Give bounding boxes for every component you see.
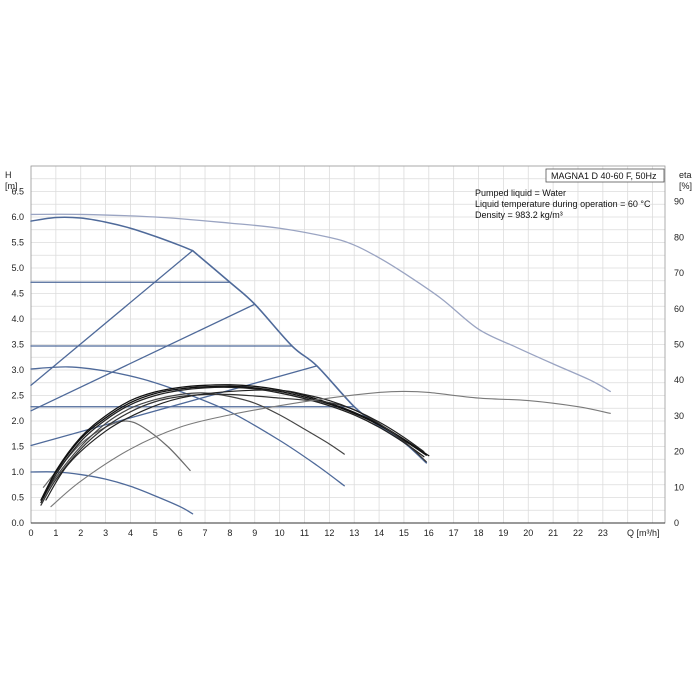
x-tick-label: 9 xyxy=(252,528,257,538)
x-tick-label: 17 xyxy=(449,528,459,538)
y2-tick-label: 20 xyxy=(674,447,684,457)
y2-tick-label: 10 xyxy=(674,482,684,492)
curve-head-single-2 xyxy=(30,366,345,487)
curve-eta-13 xyxy=(40,386,425,504)
y-tick-label: 2.5 xyxy=(11,391,24,401)
x-tick-label: 3 xyxy=(103,528,108,538)
y2-tick-label: 60 xyxy=(674,304,684,314)
curve-eta-11 xyxy=(42,420,191,488)
x-tick-label: 16 xyxy=(424,528,434,538)
x-tick-label: 6 xyxy=(178,528,183,538)
y-tick-label: 6.0 xyxy=(11,212,24,222)
x-tick-label: 10 xyxy=(275,528,285,538)
x-tick-label: 0 xyxy=(28,528,33,538)
x-tick-label: 18 xyxy=(474,528,484,538)
y-tick-label: 5.0 xyxy=(11,263,24,273)
curve-head-single-1 xyxy=(30,216,194,252)
grid xyxy=(30,165,666,524)
y-tick-label: 4.5 xyxy=(11,289,24,299)
x-tick-label: 22 xyxy=(573,528,583,538)
curve-prop-pressure-5 xyxy=(30,250,194,386)
y2-tick-label: 70 xyxy=(674,268,684,278)
y-tick-label: 5.5 xyxy=(11,238,24,248)
y-axis-unit: [m] xyxy=(5,181,18,191)
y-axis-label: H xyxy=(5,170,12,180)
curve-eta-14 xyxy=(40,385,427,501)
curve-eta-12 xyxy=(42,392,345,499)
curve-eta-15 xyxy=(42,384,430,499)
curve-eta-17 xyxy=(45,389,425,501)
curve-prop-pressure-7 xyxy=(30,365,318,447)
curve-eta-16 xyxy=(40,393,427,506)
x-tick-label: 19 xyxy=(498,528,508,538)
curve-eta-twin-18 xyxy=(50,390,611,508)
x-tick-label: 11 xyxy=(300,528,309,538)
chart-title: MAGNA1 D 40-60 F, 50Hz xyxy=(551,171,657,181)
x-tick-label: 5 xyxy=(153,528,158,538)
x-tick-label: 13 xyxy=(349,528,359,538)
curve-head-twin-0 xyxy=(30,213,611,393)
y-tick-label: 3.5 xyxy=(11,340,24,350)
title-box xyxy=(545,168,665,183)
x-tick-label: 1 xyxy=(53,528,58,538)
y-tick-label: 1.5 xyxy=(11,442,24,452)
x-tick-label: 2 xyxy=(78,528,83,538)
tick-labels: 0 1 2 3 4 5 6 7 8 9 10 11 12 13 14 15 16 17 18 19 20 21 22 230.… xyxy=(11,187,684,539)
y-tick-label: 4.0 xyxy=(11,314,24,324)
y2-axis-unit: [%] xyxy=(679,181,692,191)
y2-tick-label: 40 xyxy=(674,375,684,385)
y-tick-label: 1.0 xyxy=(11,467,24,477)
curve-layer xyxy=(30,213,611,515)
x-tick-label: 7 xyxy=(203,528,208,538)
x-tick-label: 8 xyxy=(227,528,232,538)
y2-tick-label: 0 xyxy=(674,518,679,528)
x-tick-label: 12 xyxy=(324,528,334,538)
y2-axis-label: eta xyxy=(679,170,692,180)
x-tick-label: 23 xyxy=(598,528,608,538)
x-tick-label: 20 xyxy=(523,528,533,538)
y2-tick-label: 80 xyxy=(674,232,684,242)
x-tick-label: 4 xyxy=(128,528,133,538)
y-tick-label: 2.0 xyxy=(11,416,24,426)
info-line-2: Liquid temperature during operation = 60… xyxy=(475,199,651,209)
y-tick-label: 0.5 xyxy=(11,493,24,503)
y2-tick-label: 50 xyxy=(674,340,684,350)
y-tick-label: 3.0 xyxy=(11,365,24,375)
x-axis-label: Q [m³/h] xyxy=(627,528,660,538)
x-tick-label: 21 xyxy=(548,528,558,538)
info-line-1: Pumped liquid = Water xyxy=(475,188,566,198)
x-tick-label: 15 xyxy=(399,528,409,538)
y-tick-label: 6.5 xyxy=(11,187,24,197)
x-tick-label: 14 xyxy=(374,528,384,538)
y-tick-label: 0.0 xyxy=(11,518,24,528)
curve-prop-pressure-6 xyxy=(30,303,256,412)
y2-tick-label: 90 xyxy=(674,197,684,207)
info-line-3: Density = 983.2 kg/m³ xyxy=(475,210,563,220)
y2-tick-label: 30 xyxy=(674,411,684,421)
